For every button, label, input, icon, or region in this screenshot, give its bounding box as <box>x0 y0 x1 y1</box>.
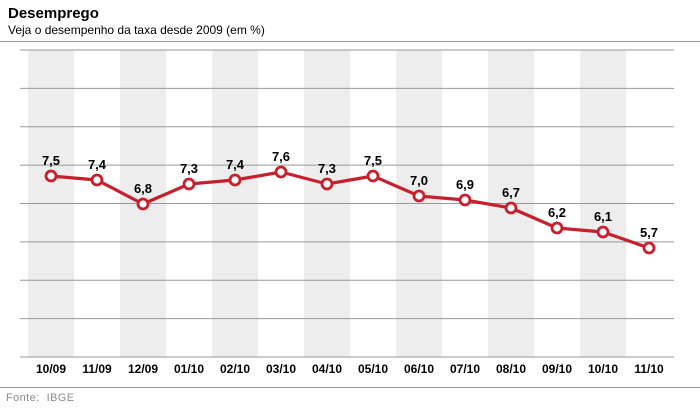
value-label: 7,3 <box>180 161 198 176</box>
value-label: 7,6 <box>272 149 290 164</box>
source-label: Fonte: <box>6 392 40 404</box>
data-point <box>228 173 242 187</box>
data-point <box>504 201 518 215</box>
data-point <box>366 169 380 183</box>
value-label: 7,4 <box>88 157 107 172</box>
value-label: 7,5 <box>364 153 382 168</box>
x-axis-label: 03/10 <box>266 362 296 376</box>
data-point <box>182 177 196 191</box>
x-axis-label: 11/09 <box>82 362 112 376</box>
data-point <box>458 193 472 207</box>
value-label: 7,0 <box>410 173 428 188</box>
x-axis-label: 11/10 <box>634 362 664 376</box>
data-point <box>550 221 564 235</box>
chart-header: Desemprego Veja o desempenho da taxa des… <box>8 5 265 38</box>
value-label: 7,3 <box>318 161 336 176</box>
data-point <box>44 169 58 183</box>
footer-divider <box>0 387 700 388</box>
data-point <box>642 241 656 255</box>
value-label: 6,9 <box>456 177 474 192</box>
value-label: 5,7 <box>640 225 658 240</box>
data-point <box>90 173 104 187</box>
x-axis-label: 10/10 <box>588 362 618 376</box>
value-label: 7,5 <box>42 153 60 168</box>
trend-line <box>49 170 651 250</box>
data-point <box>412 189 426 203</box>
data-point <box>596 225 610 239</box>
data-point <box>136 197 150 211</box>
source-value: IBGE <box>46 392 75 404</box>
x-axis-label: 04/10 <box>312 362 342 376</box>
chart-title: Desemprego <box>8 5 99 22</box>
x-axis-label: 10/09 <box>36 362 66 376</box>
header-divider <box>0 41 700 42</box>
x-axis-label: 12/09 <box>128 362 158 376</box>
value-label: 7,4 <box>226 157 245 172</box>
chart-subtitle: Veja o desempenho da taxa desde 2009 (em… <box>8 23 265 37</box>
data-point <box>274 165 288 179</box>
x-axis-label: 08/10 <box>496 362 526 376</box>
value-label: 6,8 <box>134 181 152 196</box>
x-axis-label: 09/10 <box>542 362 572 376</box>
x-axis-label: 02/10 <box>220 362 250 376</box>
data-point <box>320 177 334 191</box>
value-label: 6,2 <box>548 205 566 220</box>
x-axis-label: 06/10 <box>404 362 434 376</box>
x-axis-label: 01/10 <box>174 362 204 376</box>
value-label: 6,7 <box>502 185 520 200</box>
source-note: Fonte: IBGE <box>6 392 74 404</box>
x-axis-label: 07/10 <box>450 362 480 376</box>
value-label: 6,1 <box>594 209 612 224</box>
x-axis-label: 05/10 <box>358 362 388 376</box>
